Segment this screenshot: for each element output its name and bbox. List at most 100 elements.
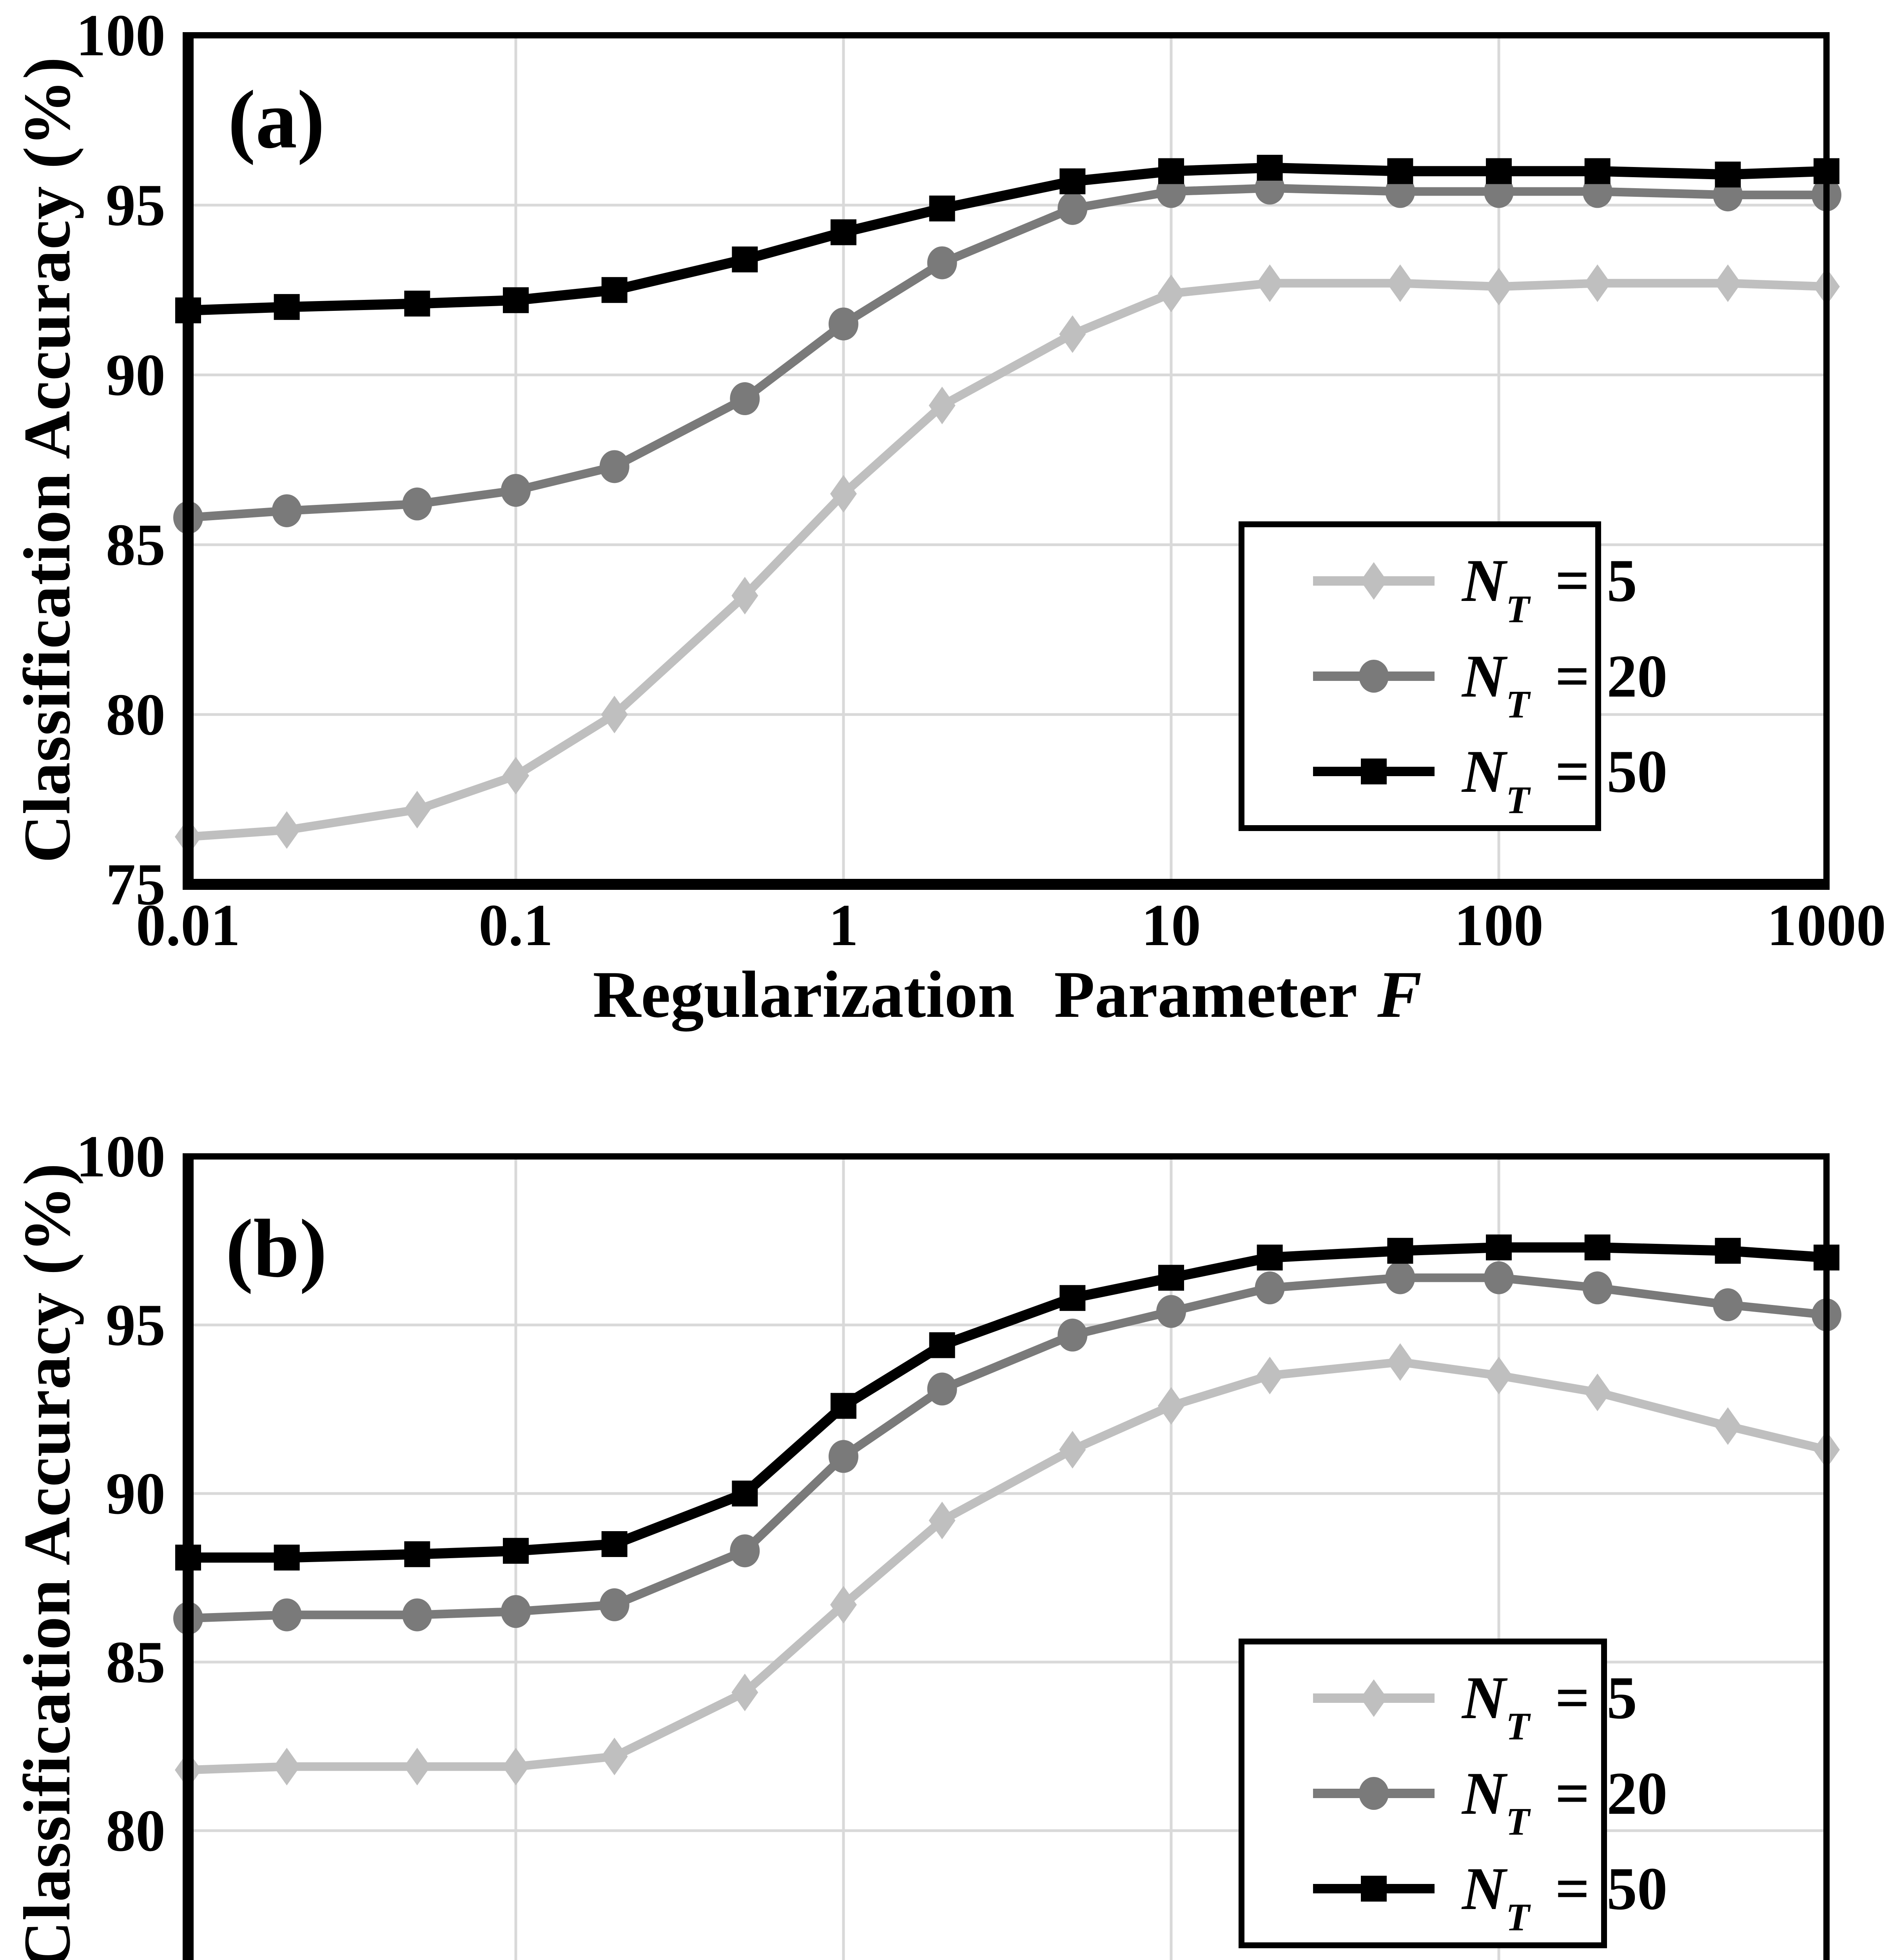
- marker-diamond: [830, 475, 857, 513]
- y-tick-label-90: 90: [106, 342, 165, 408]
- marker-circle: [272, 1598, 302, 1632]
- legend-entry-n-t-5: NT = 5: [1244, 538, 1637, 629]
- marker-square: [1158, 1265, 1184, 1291]
- series-line-n-t-5: [184, 1357, 1831, 1775]
- x-tick-label-1000: 1000: [1767, 892, 1886, 958]
- marker-diamond: [1360, 1679, 1387, 1717]
- x-tick-label-0.01: 0.01: [136, 892, 240, 958]
- legend-label-n-t-20: NT = 20: [1462, 1759, 1668, 1844]
- marker-circle: [1057, 192, 1088, 225]
- marker-square: [1387, 1238, 1413, 1264]
- y-axis-title-b: Classification Accuracy (%): [10, 1163, 84, 1960]
- legend-swatch-square: [1313, 1876, 1435, 1902]
- x-axis-title-text-a: Regularization Parameter: [593, 958, 1358, 1031]
- marker-square: [831, 1393, 856, 1419]
- marker-circle: [1057, 1318, 1088, 1352]
- legend-label-n-t-5: NT = 5: [1462, 547, 1637, 631]
- marker-square: [929, 195, 955, 221]
- marker-circle: [1484, 1261, 1514, 1294]
- marker-diamond: [1158, 274, 1184, 312]
- series-line-n-t-50: [183, 1242, 1832, 1563]
- marker-square: [1361, 1876, 1387, 1902]
- y-tick-label-90: 90: [106, 1461, 165, 1526]
- marker-square: [1387, 158, 1413, 184]
- marker-circle: [501, 1595, 531, 1628]
- series-markers-n-t-50: [175, 154, 1839, 323]
- y-tick-label-95: 95: [106, 1292, 165, 1358]
- marker-diamond: [1059, 315, 1086, 353]
- legend-label-n-t-50: NT = 50: [1462, 1855, 1668, 1939]
- chart-panel-a: 75 80 85 90 95 100 0.01 0.1 1 10 100 1000 (a) Class…: [10, 2, 1886, 1031]
- marker-circle: [1359, 1777, 1389, 1810]
- panel-label-b: (b): [225, 1202, 327, 1294]
- marker-square: [929, 1332, 955, 1358]
- series-line-n-t-20: [184, 183, 1831, 522]
- marker-diamond: [273, 1748, 300, 1786]
- marker-square: [404, 1541, 430, 1567]
- legend-b: NT = 5 NT = 20 NT = 50: [1239, 1639, 1667, 1948]
- marker-square: [1361, 759, 1387, 785]
- plot-area-a: 75 80 85 90 95 100 0.01 0.1 1 10 100 1000: [76, 2, 1886, 958]
- legend-entry-n-t-20: NT = 20: [1244, 633, 1667, 724]
- x-tick-label-10: 10: [1141, 892, 1201, 958]
- legend-swatch-circle: [1313, 1777, 1435, 1810]
- marker-circle: [599, 1588, 629, 1621]
- marker-diamond: [502, 757, 529, 795]
- y-tick-label-85: 85: [106, 512, 165, 578]
- marker-diamond: [1485, 1357, 1512, 1394]
- marker-diamond: [1485, 268, 1512, 306]
- marker-circle: [829, 307, 858, 341]
- marker-circle: [927, 246, 957, 279]
- marker-diamond: [404, 1748, 431, 1786]
- marker-square: [404, 290, 430, 317]
- marker-square: [1059, 1285, 1086, 1311]
- legend-swatch-diamond: [1313, 1679, 1435, 1717]
- marker-diamond: [731, 1673, 758, 1711]
- marker-diamond: [1360, 562, 1387, 600]
- marker-circle: [829, 1440, 858, 1473]
- legend-label-n-t-5: NT = 5: [1462, 1664, 1637, 1748]
- marker-diamond: [404, 791, 431, 829]
- marker-circle: [402, 1598, 432, 1632]
- legend-entry-n-t-20: NT = 20: [1244, 1750, 1667, 1841]
- marker-square: [1257, 154, 1283, 181]
- marker-square: [601, 277, 628, 303]
- marker-diamond: [1387, 1343, 1414, 1381]
- marker-circle: [1713, 1288, 1743, 1321]
- legend-entry-n-t-5: NT = 5: [1244, 1655, 1637, 1746]
- marker-square: [274, 294, 300, 320]
- marker-square: [1158, 158, 1184, 184]
- marker-square: [1584, 1234, 1611, 1261]
- marker-square: [503, 287, 529, 313]
- marker-square: [1584, 158, 1611, 184]
- marker-square: [1257, 1245, 1283, 1270]
- marker-diamond: [830, 1586, 857, 1624]
- marker-diamond: [929, 1501, 956, 1539]
- marker-circle: [927, 1372, 957, 1406]
- marker-circle: [501, 474, 531, 507]
- marker-diamond: [273, 811, 300, 849]
- marker-square: [274, 1544, 300, 1571]
- y-axis-title-a: Classification Accuracy (%): [10, 56, 84, 863]
- marker-square: [1059, 168, 1086, 194]
- legend-swatch-diamond: [1313, 562, 1435, 600]
- marker-diamond: [1256, 264, 1283, 302]
- marker-square: [1486, 1234, 1512, 1261]
- marker-circle: [1255, 1271, 1285, 1305]
- marker-circle: [599, 450, 629, 483]
- marker-diamond: [1387, 264, 1414, 302]
- series-line-n-t-5: [184, 279, 1831, 841]
- marker-square: [831, 219, 856, 245]
- legend-entry-n-t-50: NT = 50: [1244, 1846, 1667, 1937]
- marker-circle: [402, 487, 432, 521]
- panel-label-a: (a): [228, 73, 325, 165]
- x-tick-label-0.1: 0.1: [479, 892, 553, 958]
- marker-circle: [730, 382, 760, 416]
- marker-diamond: [1584, 264, 1611, 302]
- y-tick-label-75: 75: [106, 851, 165, 917]
- series-markers-n-t-5: [175, 264, 1840, 856]
- marker-diamond: [1158, 1387, 1184, 1425]
- marker-square: [732, 246, 758, 272]
